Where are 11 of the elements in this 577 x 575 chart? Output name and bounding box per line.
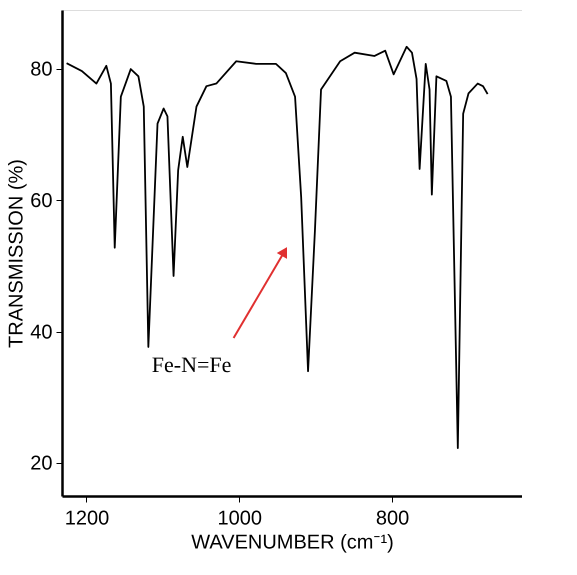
x-tick-label: 800 — [376, 508, 410, 530]
x-tick-label: 1200 — [64, 508, 110, 530]
x-axis-title: WAVENUMBER (cm⁻¹) — [191, 532, 394, 554]
y-tick-label: 80 — [30, 58, 52, 81]
annotation: Fe-N=Fe — [152, 352, 232, 377]
y-tick-label: 60 — [30, 190, 52, 212]
line-series — [66, 46, 489, 449]
y-tick-label: 40 — [30, 321, 52, 344]
x-tick-label: 1000 — [218, 508, 262, 530]
y-axis-title: TRANSMISSION (%) — [5, 159, 28, 348]
y-tick-label: 20 — [30, 452, 52, 475]
